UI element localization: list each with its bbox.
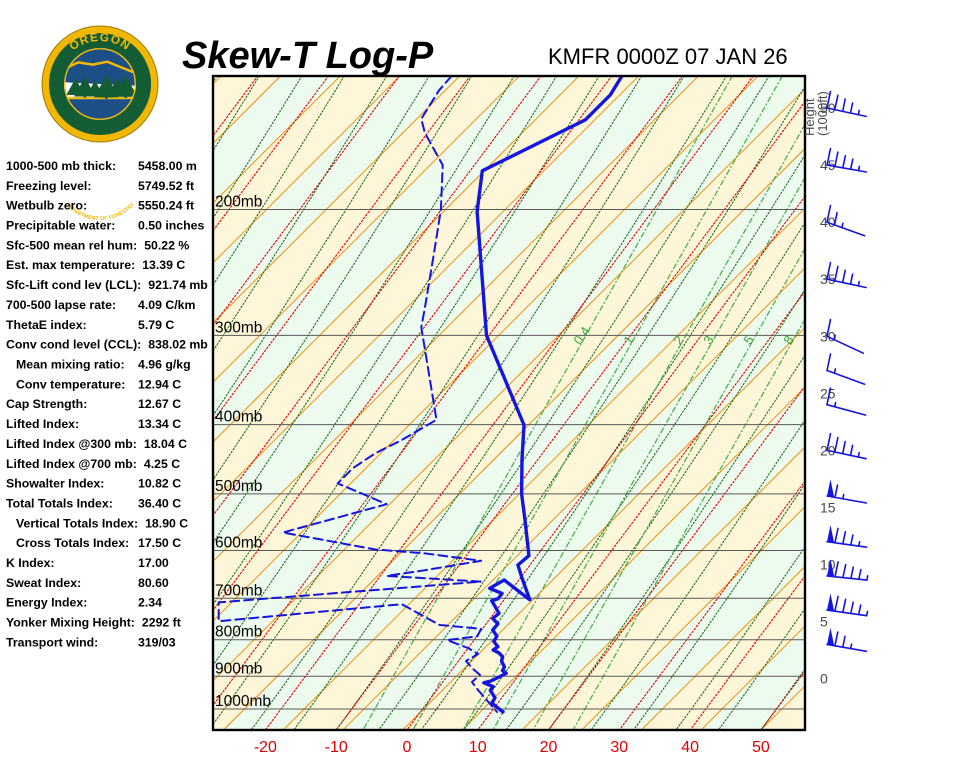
svg-text:2.34: 2.34 <box>138 596 162 610</box>
svg-text:20: 20 <box>540 739 558 756</box>
svg-text:Mean mixing ratio:: Mean mixing ratio: <box>16 358 125 372</box>
svg-text:Sweat Index:: Sweat Index: <box>6 576 81 590</box>
svg-text:10: 10 <box>469 739 487 756</box>
svg-text:200mb: 200mb <box>215 194 262 211</box>
svg-text:50: 50 <box>752 739 770 756</box>
svg-text:Sfc-500 mean rel hum:: Sfc-500 mean rel hum: <box>6 238 137 252</box>
svg-text:319/03: 319/03 <box>138 635 176 649</box>
svg-text:400mb: 400mb <box>215 409 262 426</box>
svg-text:5458.00 m: 5458.00 m <box>138 159 197 173</box>
svg-text:36.40 C: 36.40 C <box>138 497 181 511</box>
svg-text:Lifted Index:: Lifted Index: <box>6 417 79 431</box>
svg-text:Cross Totals Index:: Cross Totals Index: <box>16 536 129 550</box>
svg-text:-10: -10 <box>325 739 348 756</box>
svg-text:12.67 C: 12.67 C <box>138 397 181 411</box>
svg-text:Lifted Index @700 mb:: Lifted Index @700 mb: <box>6 457 137 471</box>
svg-text:Transport wind:: Transport wind: <box>6 635 98 649</box>
svg-text:500mb: 500mb <box>215 478 262 495</box>
svg-text:4.25 C: 4.25 C <box>144 457 180 471</box>
svg-text:Sfc-Lift cond lev (LCL):: Sfc-Lift cond lev (LCL): <box>6 278 141 292</box>
svg-text:Est. max temperature:: Est. max temperature: <box>6 258 135 272</box>
svg-text:0: 0 <box>820 671 828 687</box>
svg-text:Precipitable water:: Precipitable water: <box>6 219 115 233</box>
svg-text:800mb: 800mb <box>215 624 262 641</box>
svg-text:5550.24 ft: 5550.24 ft <box>138 199 194 213</box>
svg-text:Energy Index:: Energy Index: <box>6 596 87 610</box>
svg-text:ThetaE index:: ThetaE index: <box>6 318 87 332</box>
svg-text:0: 0 <box>402 739 411 756</box>
svg-text:Lifted Index @300 mb:: Lifted Index @300 mb: <box>6 437 137 451</box>
svg-text:4.96 g/kg: 4.96 g/kg <box>138 358 191 372</box>
svg-text:30: 30 <box>610 739 628 756</box>
svg-text:80.60: 80.60 <box>138 576 169 590</box>
svg-text:Yonker Mixing Height:: Yonker Mixing Height: <box>6 616 135 630</box>
svg-text:4.09 C/km: 4.09 C/km <box>138 298 195 312</box>
svg-text:Skew-T Log-P: Skew-T Log-P <box>182 35 434 77</box>
svg-text:18.04 C: 18.04 C <box>144 437 187 451</box>
svg-text:Freezing level:: Freezing level: <box>6 179 91 193</box>
svg-text:600mb: 600mb <box>215 535 262 552</box>
svg-text:5: 5 <box>820 614 828 630</box>
svg-text:0.50 inches: 0.50 inches <box>138 219 204 233</box>
svg-text:-20: -20 <box>254 739 277 756</box>
svg-text:2292 ft: 2292 ft <box>142 616 181 630</box>
svg-text:K Index:: K Index: <box>6 556 55 570</box>
svg-text:921.74 mb: 921.74 mb <box>148 278 207 292</box>
svg-text:700mb: 700mb <box>215 582 262 599</box>
svg-text:5749.52 ft: 5749.52 ft <box>138 179 194 193</box>
svg-text:Total Totals Index:: Total Totals Index: <box>6 497 113 511</box>
svg-text:KMFR 0000Z 07 JAN 26: KMFR 0000Z 07 JAN 26 <box>548 44 788 69</box>
svg-text:700-500 lapse rate:: 700-500 lapse rate: <box>6 298 116 312</box>
svg-text:Showalter Index:: Showalter Index: <box>6 477 104 491</box>
svg-text:Conv temperature:: Conv temperature: <box>16 377 125 391</box>
svg-text:15: 15 <box>820 499 836 515</box>
svg-text:17.00: 17.00 <box>138 556 169 570</box>
svg-text:838.02 mb: 838.02 mb <box>148 338 207 352</box>
svg-text:Cap Strength:: Cap Strength: <box>6 397 87 411</box>
svg-text:5.79 C: 5.79 C <box>138 318 174 332</box>
svg-text:50.22 %: 50.22 % <box>144 238 189 252</box>
svg-text:1000-500 mb thick:: 1000-500 mb thick: <box>6 159 116 173</box>
svg-text:10.82 C: 10.82 C <box>138 477 181 491</box>
svg-text:Conv cond level (CCL):: Conv cond level (CCL): <box>6 338 141 352</box>
svg-text:10: 10 <box>820 557 836 573</box>
svg-text:1000mb: 1000mb <box>215 693 271 710</box>
svg-text:13.39 C: 13.39 C <box>142 258 185 272</box>
svg-text:13.34 C: 13.34 C <box>138 417 181 431</box>
svg-text:900mb: 900mb <box>215 660 262 677</box>
svg-text:18.90 C: 18.90 C <box>145 516 188 530</box>
svg-text:12.94 C: 12.94 C <box>138 377 181 391</box>
svg-text:300mb: 300mb <box>215 319 262 336</box>
svg-text:40: 40 <box>681 739 699 756</box>
svg-text:Vertical Totals Index:: Vertical Totals Index: <box>16 516 138 530</box>
svg-text:Wetbulb zero:: Wetbulb zero: <box>6 199 87 213</box>
svg-text:17.50 C: 17.50 C <box>138 536 181 550</box>
